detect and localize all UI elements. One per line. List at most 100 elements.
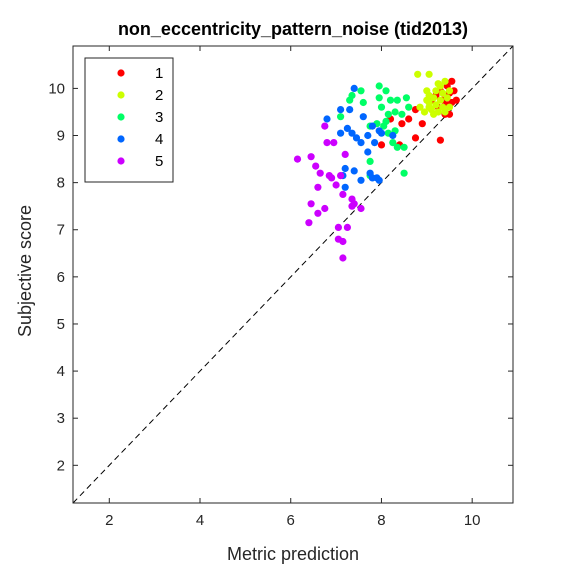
data-point-series-2 — [441, 77, 449, 85]
data-point-series-3 — [377, 103, 386, 111]
data-point-series-4 — [323, 115, 331, 123]
data-point-series-4 — [346, 106, 354, 114]
data-point-series-2 — [441, 108, 449, 116]
legend-label-2: 2 — [155, 87, 163, 104]
data-point-series-3 — [391, 108, 399, 116]
y-tick-label: 6 — [57, 269, 65, 286]
data-point-series-4 — [343, 124, 351, 132]
data-point-series-1 — [411, 134, 420, 142]
data-point-series-4 — [377, 129, 386, 137]
data-point-series-5 — [316, 169, 324, 177]
legend-marker-3 — [117, 113, 125, 121]
data-point-series-5 — [334, 235, 342, 243]
data-point-series-4 — [341, 183, 349, 191]
data-point-series-3 — [400, 169, 408, 177]
y-axis-label: Subjective score — [15, 205, 35, 337]
data-point-series-4 — [350, 84, 358, 92]
data-point-series-4 — [357, 139, 365, 147]
y-tick-label: 8 — [57, 175, 65, 192]
data-point-series-2 — [439, 89, 447, 97]
data-point-series-4 — [364, 131, 372, 140]
data-point-series-5 — [357, 204, 365, 213]
legend-box — [84, 57, 174, 183]
data-point-series-2 — [425, 70, 433, 78]
data-point-series-4 — [337, 106, 345, 114]
data-point-series-2 — [445, 87, 454, 95]
data-point-series-5 — [323, 139, 331, 147]
axis-ticks-layer: 2 4 6 8 10 2 3 4 5 6 7 8 9 10 — [48, 46, 513, 529]
data-point-series-4 — [389, 131, 397, 140]
data-point-series-5 — [334, 223, 342, 231]
data-point-series-4 — [368, 122, 376, 130]
data-point-series-5 — [314, 183, 322, 191]
data-point-series-2 — [445, 103, 454, 111]
data-point-series-3 — [405, 103, 413, 111]
data-point-series-2 — [436, 82, 444, 90]
y-tick-label: 7 — [57, 222, 65, 239]
data-point-series-4 — [375, 176, 383, 184]
data-point-series-4 — [357, 176, 365, 184]
data-point-series-5 — [328, 174, 336, 182]
data-point-series-3 — [359, 98, 367, 107]
legend-label-4: 4 — [155, 131, 163, 148]
data-point-series-5 — [339, 190, 347, 198]
data-point-series-3 — [380, 122, 388, 130]
data-point-series-1 — [418, 120, 426, 128]
x-axis-label: Metric prediction — [227, 544, 359, 564]
data-point-series-4 — [337, 129, 345, 137]
data-point-series-3 — [402, 94, 410, 102]
data-point-series-4 — [348, 129, 356, 137]
data-point-series-4 — [341, 164, 349, 173]
chart-title: non_eccentricity_pattern_noise (tid2013) — [118, 19, 468, 39]
y-tick-label: 3 — [57, 410, 65, 427]
data-point-series-3 — [382, 87, 390, 95]
y-tick-label: 10 — [48, 80, 65, 97]
legend-label-3: 3 — [155, 109, 163, 126]
legend: 1 2 3 4 5 — [84, 57, 174, 183]
data-point-series-5 — [343, 223, 351, 231]
legend-marker-1 — [117, 69, 125, 77]
data-point-series-1 — [405, 115, 413, 123]
data-point-series-2 — [416, 103, 424, 111]
data-point-series-4 — [371, 139, 379, 147]
data-point-series-2 — [420, 108, 429, 116]
y-tick-label: 4 — [57, 363, 65, 380]
data-point-series-5 — [348, 202, 356, 210]
data-point-series-2 — [443, 94, 451, 102]
data-point-series-3 — [375, 82, 383, 90]
data-point-series-3 — [393, 96, 401, 104]
data-point-series-1 — [398, 120, 406, 128]
y-tick-label: 9 — [57, 128, 65, 145]
data-point-series-2 — [423, 96, 431, 104]
data-point-series-3 — [400, 143, 408, 151]
x-tick-label: 10 — [464, 512, 481, 529]
data-point-series-5 — [314, 209, 322, 217]
data-point-series-4 — [350, 167, 358, 175]
data-point-series-4 — [352, 134, 361, 142]
legend-marker-5 — [117, 157, 125, 165]
data-point-series-2 — [432, 101, 440, 109]
data-point-series-3 — [375, 94, 383, 102]
data-point-series-5 — [321, 204, 329, 213]
data-point-series-2 — [430, 94, 438, 102]
data-point-series-4 — [359, 113, 367, 121]
data-point-series-1 — [436, 136, 444, 144]
identity-reference-line — [72, 45, 514, 504]
data-point-series-5 — [312, 162, 320, 170]
x-tick-label: 8 — [377, 512, 385, 529]
data-point-series-3 — [384, 110, 392, 118]
data-points-layer — [293, 70, 460, 262]
data-point-series-2 — [414, 70, 422, 78]
x-tick-label: 2 — [105, 512, 113, 529]
data-point-series-3 — [398, 110, 406, 118]
reference-line-layer — [72, 45, 514, 504]
data-point-series-3 — [337, 113, 345, 121]
data-point-series-4 — [364, 148, 372, 156]
data-point-series-3 — [346, 96, 354, 104]
data-point-series-5 — [321, 122, 329, 130]
legend-label-1: 1 — [155, 65, 163, 82]
data-point-series-3 — [389, 139, 397, 147]
data-point-series-5 — [339, 254, 347, 262]
data-point-series-3 — [386, 96, 395, 104]
